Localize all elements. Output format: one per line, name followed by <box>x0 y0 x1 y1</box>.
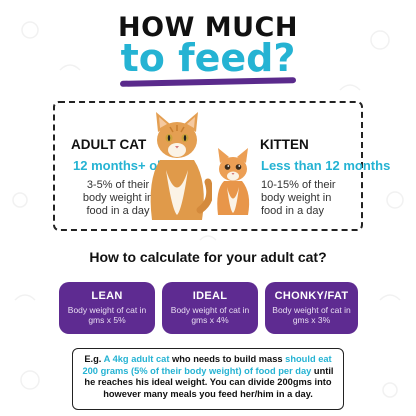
comparison-box <box>53 101 363 231</box>
adult-cat-description: 3-5% of their body weight in food in a d… <box>78 179 158 218</box>
kitten-image <box>217 148 250 215</box>
adult-desc-line: 3-5% of their <box>86 179 150 191</box>
calculation-heading: How to calculate for your adult cat? <box>89 249 327 265</box>
lean-card-description: Body weight of cat in gms x 5% <box>67 305 147 325</box>
title-line-2: to feed? <box>120 36 296 80</box>
lean-card-title: LEAN <box>91 290 123 302</box>
ideal-card-description: Body weight of cat in gms x 4% <box>170 305 250 325</box>
example-highlight-weight: A 4kg adult cat <box>103 354 170 364</box>
kitten-description: 10-15% of their body weight in food in a… <box>261 179 351 218</box>
chonky-card-description: Body weight of cat in gms x 3% <box>272 305 351 325</box>
example-highlight-amount: should eat 200 grams (5% of their body w… <box>82 354 332 376</box>
title-line-1: HOW MUCH <box>118 12 298 43</box>
adult-cat-image <box>150 112 212 220</box>
kitten-desc-line: 10-15% of their <box>261 179 336 191</box>
adult-cat-heading: ADULT CAT <box>71 137 147 152</box>
example-box: E.g. A 4kg adult cat who needs to build … <box>72 348 344 410</box>
ideal-card-title: IDEAL <box>192 290 228 302</box>
kitten-heading: KITTEN <box>260 137 309 152</box>
lean-card: LEAN Body weight of cat in gms x 5% <box>59 282 155 334</box>
example-middle-text: who needs to build mass <box>169 354 286 364</box>
adult-cat-age: 12 months+ old <box>73 158 169 173</box>
adult-desc-line: food in a day <box>86 205 150 217</box>
ideal-card: IDEAL Body weight of cat in gms x 4% <box>162 282 258 334</box>
kitten-age: Less than 12 months <box>261 158 391 173</box>
chonky-card: CHONKY/FAT Body weight of cat in gms x 3… <box>265 282 358 334</box>
chonky-card-title: CHONKY/FAT <box>274 290 349 302</box>
adult-desc-line: body weight in <box>82 192 154 204</box>
example-rest-text: until he reaches his ideal weight. You c… <box>84 365 334 399</box>
kitten-desc-line: body weight in <box>261 192 332 204</box>
kitten-desc-line: food in a day <box>261 205 324 217</box>
example-prefix: E.g. <box>84 354 104 364</box>
